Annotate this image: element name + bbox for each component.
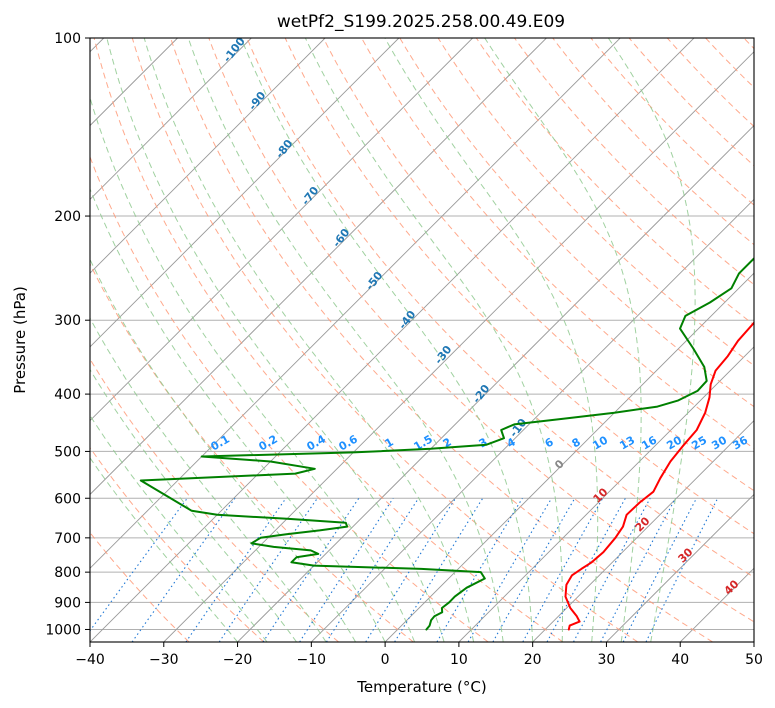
moist-adiabat-line <box>90 414 268 642</box>
y-tick-label: 700 <box>54 531 81 547</box>
y-tick-label: 1000 <box>45 622 81 638</box>
x-tick-label: 30 <box>598 652 616 668</box>
isotherm-line <box>90 38 473 422</box>
isotherm-line <box>606 493 754 642</box>
x-tick-label: −20 <box>223 652 253 668</box>
mixing-ratio-line <box>218 497 318 642</box>
moist-adiabat-line <box>240 38 534 642</box>
plot-area <box>90 38 754 642</box>
isotherm-line <box>90 38 326 274</box>
isotherm-line <box>90 38 547 496</box>
x-tick-label: 0 <box>381 652 390 668</box>
y-tick-label: 300 <box>54 313 81 329</box>
dry-adiabat-line <box>514 38 754 286</box>
mixing-ratio-line <box>492 498 576 642</box>
moist-adiabat-line <box>90 187 386 642</box>
mixing-ratio-line <box>262 497 360 642</box>
axes: −40 −30 −20 −10 0 10 20 30 40 50 1000 900 800 700 600 5… <box>45 31 763 668</box>
dry-adiabat-line <box>437 38 754 367</box>
x-tick-label: −10 <box>297 652 327 668</box>
temperature-series-line <box>564 321 754 631</box>
moist-adiabat-line <box>384 38 599 642</box>
mixing-ratio-line <box>467 498 553 642</box>
y-tick-label: 900 <box>54 595 81 611</box>
x-tick-label: 10 <box>450 652 468 668</box>
chart-title: wetPf2_S199.2025.258.00.49.E09 <box>277 12 565 32</box>
y-tick-label: 600 <box>54 491 81 507</box>
y-tick-label: 500 <box>54 444 81 460</box>
x-tick-label: 40 <box>671 652 689 668</box>
x-tick-label: −30 <box>149 652 179 668</box>
mixing-ratio-line <box>365 498 456 642</box>
dry-adiabat-line <box>361 38 754 449</box>
y-tick-label: 100 <box>54 31 81 47</box>
dry-adiabat-line <box>90 446 265 642</box>
data-series <box>139 256 754 631</box>
moist-adiabat-line <box>90 95 416 642</box>
plot-frame <box>89 37 755 643</box>
moist-adiabat-line <box>143 38 475 642</box>
dry-adiabat-line <box>552 38 754 246</box>
x-tick-label: 20 <box>524 652 542 668</box>
moist-adiabat-line <box>484 38 642 642</box>
isotherm-line <box>90 38 695 642</box>
moist-adiabat-line <box>90 456 238 642</box>
y-tick-label: 200 <box>54 209 81 225</box>
mixing-ratio-line <box>325 497 419 642</box>
mixing-ratio-line <box>299 497 394 642</box>
mixing-ratio-line <box>394 498 484 642</box>
isotherm-line <box>90 38 400 348</box>
mixing-ratio-line <box>436 498 523 642</box>
isotherm-line <box>163 51 754 642</box>
y-tick-label: 400 <box>54 387 81 403</box>
y-axis-title: Pressure (hPa) <box>11 286 29 394</box>
mixing-ratio-line <box>573 498 651 642</box>
dry-adiabat-line <box>628 38 754 167</box>
dry-adiabat-line <box>93 38 564 642</box>
x-tick-label: −40 <box>75 652 105 668</box>
isotherm-line <box>90 38 621 569</box>
mixing-ratio-line <box>522 498 604 642</box>
moist-adiabat-line <box>304 38 563 642</box>
isotherm-line <box>90 38 252 200</box>
moist-adiabat-line <box>607 38 696 642</box>
x-tick-label: 50 <box>745 652 763 668</box>
dry-adiabat-line <box>131 38 639 642</box>
dry-adiabat-line <box>208 38 754 623</box>
moist-adiabat-line <box>106 38 445 642</box>
moist-adiabat-line <box>187 38 504 642</box>
dry-adiabat-line <box>322 38 754 492</box>
y-tick-label: 800 <box>54 565 81 581</box>
x-axis-title: Temperature (°C) <box>356 678 486 696</box>
dewpoint-series-line <box>139 256 754 631</box>
dry-adiabat-line <box>246 38 754 578</box>
dry-adiabat-line <box>399 38 754 408</box>
mixing-ratio-line <box>546 498 626 642</box>
moist-adiabat-line <box>90 258 357 642</box>
dry-adiabat-line <box>90 262 414 642</box>
isotherm-line <box>237 124 754 642</box>
